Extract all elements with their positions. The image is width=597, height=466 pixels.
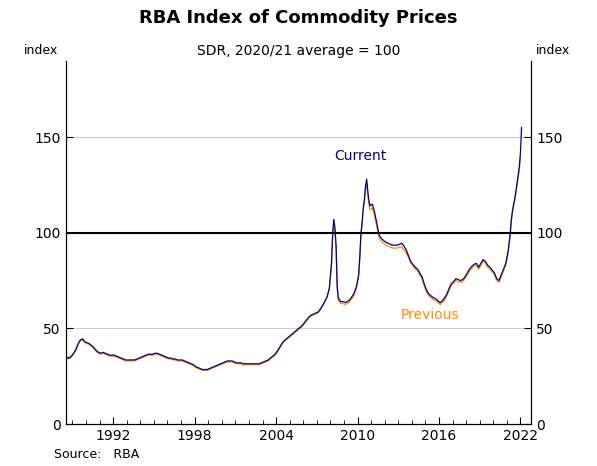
Text: index: index [24, 44, 58, 57]
Text: Previous: Previous [401, 308, 460, 322]
Text: Source:   RBA: Source: RBA [54, 448, 139, 461]
Text: index: index [536, 44, 570, 57]
Title: SDR, 2020/21 average = 100: SDR, 2020/21 average = 100 [197, 44, 400, 58]
Text: Current: Current [334, 149, 387, 163]
Text: RBA Index of Commodity Prices: RBA Index of Commodity Prices [139, 9, 458, 27]
